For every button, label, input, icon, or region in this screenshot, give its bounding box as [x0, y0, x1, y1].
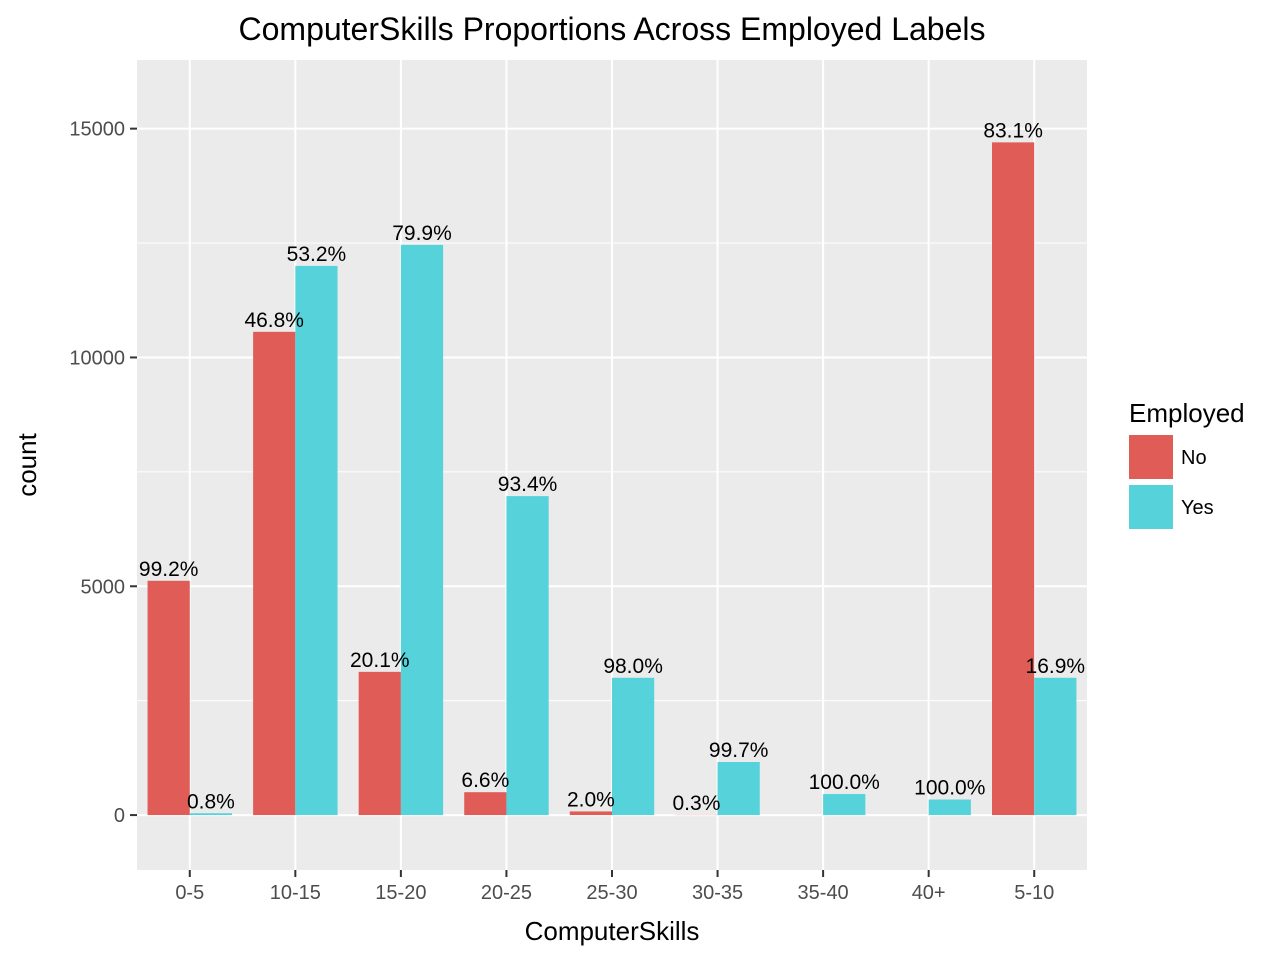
bar-label-yes-5-10: 16.9% — [1026, 655, 1086, 678]
x-tick-label: 15-20 — [375, 882, 426, 904]
bar-no-5-10 — [992, 142, 1035, 816]
chart-title: ComputerSkills Proportions Across Employ… — [239, 11, 986, 47]
bar-yes-0-5 — [189, 813, 232, 816]
bar-label-yes-10-15: 53.2% — [287, 243, 347, 266]
y-tick-label: 5000 — [81, 576, 126, 598]
bars-layer — [147, 142, 1077, 816]
bar-label-no-10-15: 46.8% — [244, 309, 304, 332]
legend: Employed No Yes — [1129, 398, 1245, 529]
bar-no-20-25 — [464, 792, 507, 816]
bar-yes-15-20 — [400, 244, 444, 816]
bar-no-15-20 — [358, 671, 401, 816]
x-tick-label: 5-10 — [1014, 882, 1054, 904]
legend-title: Employed — [1129, 398, 1245, 428]
bar-yes-35-40 — [823, 794, 866, 816]
legend-key-no — [1129, 435, 1173, 479]
x-axis-title: ComputerSkills — [525, 916, 700, 946]
bar-label-no-20-25: 6.6% — [461, 769, 509, 792]
x-tick-label: 10-15 — [270, 882, 321, 904]
bar-yes-25-30 — [612, 677, 655, 816]
y-tick-label: 0 — [114, 805, 125, 827]
bar-label-no-30-35: 0.3% — [673, 792, 721, 815]
bar-label-yes-15-20: 79.9% — [392, 222, 452, 245]
x-tick-label: 40+ — [912, 882, 946, 904]
x-axis: 0-5 10-15 15-20 20-25 25-30 30-35 35-40 40+ 5-10 — [175, 870, 1054, 904]
bar-label-no-5-10: 83.1% — [983, 119, 1043, 142]
bar-labels-layer: 99.2% 46.8% 20.1% 6.6% 2.0% 0.3% 83.1% 0.8% 53.2… — [139, 119, 1085, 814]
bar-label-no-15-20: 20.1% — [350, 649, 410, 672]
bar-yes-5-10 — [1034, 677, 1077, 816]
bar-no-10-15 — [253, 331, 296, 816]
bar-yes-30-35 — [717, 762, 760, 816]
bar-label-yes-25-30: 98.0% — [603, 655, 663, 678]
legend-label-no: No — [1181, 447, 1207, 469]
legend-label-yes: Yes — [1181, 497, 1214, 519]
bar-label-no-25-30: 2.0% — [567, 788, 615, 811]
x-tick-label: 0-5 — [175, 882, 204, 904]
x-tick-label: 30-35 — [692, 882, 743, 904]
bar-label-yes-35-40: 100.0% — [809, 771, 880, 794]
y-axis-title: count — [12, 432, 42, 496]
y-axis: 0 5000 10000 15000 — [69, 119, 137, 827]
bar-label-yes-20-25: 93.4% — [498, 473, 558, 496]
bar-yes-10-15 — [295, 265, 338, 816]
bar-no-25-30 — [569, 811, 612, 816]
y-tick-label: 15000 — [69, 119, 125, 141]
bar-yes-20-25 — [506, 496, 549, 816]
x-tick-label: 35-40 — [798, 882, 849, 904]
legend-key-yes — [1129, 485, 1173, 529]
bar-label-yes-30-35: 99.7% — [709, 739, 769, 762]
bar-label-no-0-5: 99.2% — [139, 558, 199, 581]
bar-yes-40 — [928, 799, 971, 816]
x-tick-label: 25-30 — [586, 882, 637, 904]
bar-label-yes-40: 100.0% — [914, 777, 985, 800]
y-tick-label: 10000 — [69, 347, 125, 369]
bar-no-0-5 — [147, 580, 190, 816]
bar-label-yes-0-5: 0.8% — [187, 790, 235, 813]
x-tick-label: 20-25 — [481, 882, 532, 904]
